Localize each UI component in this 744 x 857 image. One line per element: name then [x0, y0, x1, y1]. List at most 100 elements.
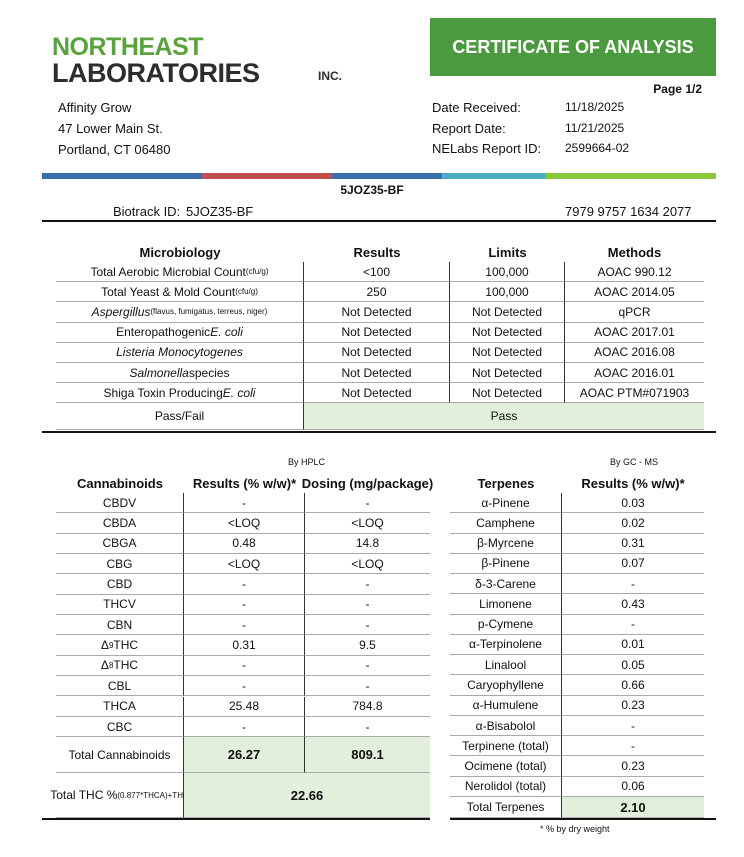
- table-cell: Shiga Toxin Producing E. coli: [56, 383, 304, 404]
- table-cell: 100,000: [450, 282, 565, 303]
- table-cell: -: [562, 736, 704, 757]
- table-cell: CBN: [56, 615, 184, 636]
- table-cell: 25.48: [184, 696, 305, 717]
- table-cell: Ocimene (total): [450, 756, 562, 777]
- table-cell: -: [305, 676, 430, 697]
- biotrack-id: 5JOZ35-BF: [186, 204, 254, 219]
- table-cell: α-Humulene: [450, 695, 562, 716]
- column-header: Cannabinoids: [77, 476, 163, 491]
- table-cell: Not Detected: [450, 342, 565, 363]
- client-line: Portland, CT 06480: [58, 142, 171, 157]
- thc-value: 22.66: [184, 773, 430, 818]
- total-label: Total Cannabinoids: [56, 737, 184, 774]
- table-cell: -: [305, 717, 430, 738]
- table-cell: CBC: [56, 716, 184, 738]
- total-value: 2.10: [562, 797, 704, 818]
- table-cell: THCA: [56, 696, 184, 717]
- column-header: Results: [353, 244, 401, 260]
- table-cell: AOAC 2014.05: [565, 282, 704, 303]
- table-cell: 0.43: [562, 594, 704, 615]
- table-cell: -: [184, 716, 305, 738]
- table-cell: Terpinene (total): [450, 736, 562, 757]
- table-cell: <LOQ: [305, 554, 430, 575]
- text-part: species: [188, 365, 230, 380]
- table-cell: 0.23: [562, 756, 704, 777]
- text-part: Shiga Toxin Producing: [103, 385, 223, 400]
- text-part: Salmonella: [129, 365, 189, 380]
- table-cell: 250: [304, 282, 450, 303]
- table-cell: β-Pinene: [450, 553, 562, 575]
- table-cell: Salmonella species: [56, 363, 304, 384]
- table-cell: 100,000: [450, 262, 565, 283]
- table-cell: Nerolidol (total): [450, 776, 562, 797]
- total-value: 26.27: [184, 737, 305, 774]
- text-part: Total THC %: [50, 788, 118, 803]
- table-cell: AOAC 2017.01: [565, 323, 704, 343]
- table-cell: β-Myrcene: [450, 533, 562, 554]
- table-cell: <LOQ: [184, 513, 305, 534]
- table-cell: Total Aerobic Microbial Count (cfu/g): [56, 262, 304, 283]
- table-cell: 0.48: [184, 533, 305, 555]
- table-cell: α-Terpinolene: [450, 634, 562, 656]
- table-cell: CBGA: [56, 533, 184, 555]
- table-cell: -: [184, 615, 305, 636]
- text-part: E. coli: [210, 325, 243, 340]
- table-cell: Camphene: [450, 513, 562, 534]
- rule: [42, 818, 430, 820]
- text-part: Δ: [100, 658, 109, 673]
- text-part: Aspergillus: [91, 304, 151, 319]
- text-part: Enteropathogenic: [116, 325, 211, 340]
- table-cell: -: [184, 594, 305, 616]
- method-note: By HPLC: [288, 457, 326, 467]
- text-part: 8: [108, 660, 114, 670]
- table-cell: -: [562, 574, 704, 595]
- table-cell: Limonene: [450, 594, 562, 615]
- report-value: 2599664-02: [565, 141, 630, 155]
- table-cell: 9.5: [305, 635, 430, 656]
- title-banner: CERTIFICATE OF ANALYSIS: [430, 18, 716, 76]
- table-cell: Not Detected: [304, 342, 450, 363]
- pass-fail-label: Pass/Fail: [56, 403, 304, 430]
- tracking-number: 7979 9757 1634 2077: [565, 204, 692, 219]
- table-cell: Aspergillus (flavus, fumigatus, terreus,…: [56, 302, 304, 323]
- table-cell: Not Detected: [304, 302, 450, 323]
- table-cell: Enteropathogenic E. coli: [56, 322, 304, 343]
- report-label: NELabs Report ID:: [432, 141, 542, 156]
- text-part: (flavus, fumigatus, terreus, niger): [150, 307, 268, 317]
- table-cell: AOAC 2016.01: [565, 363, 704, 384]
- rule: [42, 431, 716, 433]
- table-cell: qPCR: [565, 302, 704, 323]
- column-header: Microbiology: [139, 244, 221, 260]
- table-cell: 0.02: [562, 513, 704, 534]
- logo-suffix: INC.: [318, 69, 342, 83]
- table-cell: 0.31: [184, 635, 305, 656]
- table-cell: 0.66: [562, 675, 704, 696]
- table-cell: -: [305, 656, 430, 677]
- total-label: Total Terpenes: [450, 797, 562, 818]
- rule: [42, 220, 716, 222]
- table-cell: CBDV: [56, 493, 184, 514]
- text-part: 9: [108, 640, 114, 650]
- table-cell: CBL: [56, 676, 184, 697]
- color-bar: [546, 173, 716, 179]
- table-cell: -: [184, 574, 305, 595]
- method-note: By GC - MS: [610, 457, 659, 467]
- thc-label: Total THC % (0.877*THCA)+THC: [50, 773, 189, 818]
- table-cell: -: [305, 574, 430, 595]
- table-cell: 0.23: [562, 696, 704, 716]
- table-cell: Total Yeast & Mold Count (cfu/g): [56, 282, 304, 303]
- column-header: Limits: [488, 244, 527, 260]
- biotrack-label: Biotrack ID:: [113, 204, 181, 219]
- table-cell: <100: [304, 262, 450, 283]
- table-cell: p-Cymene: [450, 614, 562, 635]
- total-value: 809.1: [305, 737, 430, 774]
- pass-fail-value: Pass: [304, 403, 704, 430]
- text-part: (cfu/g): [245, 267, 269, 277]
- table-cell: CBG: [56, 554, 184, 575]
- table-cell: α-Bisabolol: [450, 715, 562, 737]
- table-cell: AOAC 2016.08: [565, 343, 704, 363]
- report-value: 11/18/2025: [565, 100, 625, 114]
